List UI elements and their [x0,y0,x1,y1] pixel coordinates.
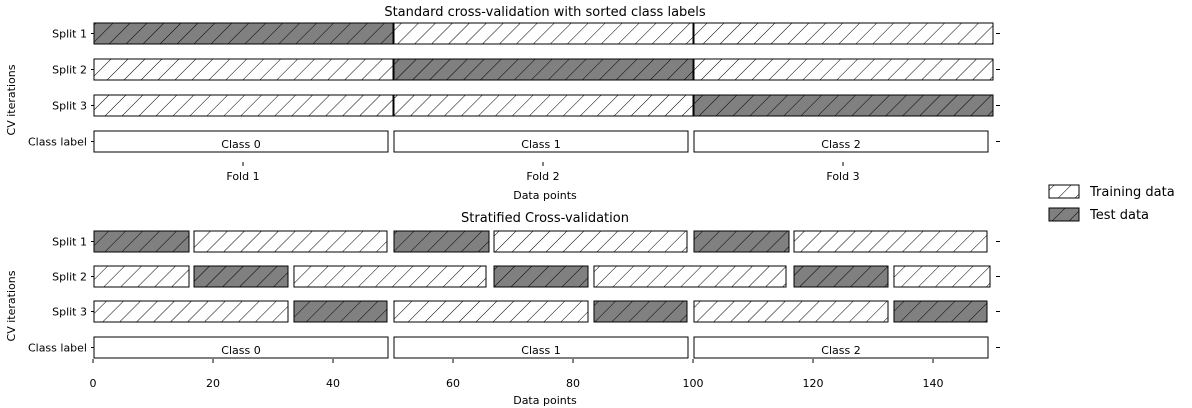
y-axis-label: CV iterations [5,270,18,341]
x-tick-label: Fold 3 [826,170,859,183]
class-bar [693,130,989,153]
row-label: Class label [28,136,87,149]
x-tick-label: 60 [446,377,460,390]
row-label: Split 2 [52,64,87,77]
test-segment-outline [693,94,994,117]
test-segment-outline [593,300,688,323]
chart-title: Standard cross-validation with sorted cl… [384,5,706,20]
test-segment-outline [93,22,394,45]
x-axis-label: Data points [513,189,577,202]
train-segment [693,300,889,323]
train-segment [393,22,694,45]
train-segment [893,265,991,288]
train-segment [93,94,394,117]
test-segment-outline [93,230,190,253]
legend: Training data Test data [1048,184,1175,223]
class-label: Class 0 [221,344,260,357]
x-tick-label: Fold 2 [526,170,559,183]
x-tick-label: 100 [683,377,704,390]
row-label: Split 2 [52,271,87,284]
x-tick-label: 20 [206,377,220,390]
legend-swatch-training [1048,184,1080,199]
train-segment [93,58,394,81]
class-label: Class 1 [521,344,560,357]
train-segment [93,265,190,288]
train-segment [193,230,388,253]
test-segment-outline [393,58,694,81]
train-segment [393,300,589,323]
test-segment-outline [393,230,490,253]
class-bar [393,130,689,153]
chart-panel-stratified-cv: Stratified Cross-validation Class 0 Class… [5,211,1000,407]
row-label: Split 1 [52,28,87,41]
train-segment [393,94,694,117]
test-segment-outline [793,265,889,288]
train-segment [693,22,994,45]
train-segment [693,58,994,81]
chart-title: Stratified Cross-validation [461,211,629,226]
test-segment-outline [193,265,289,288]
x-axis-label: Data points [513,394,577,407]
test-segment-outline [493,265,589,288]
row-label: Class label [28,342,87,355]
x-tick-label: 0 [90,377,97,390]
class-bar [393,336,689,359]
row-label: Split 1 [52,236,87,249]
train-segment [793,230,988,253]
x-tick-label: 140 [923,377,944,390]
test-segment-outline [893,300,988,323]
row-label: Split 3 [52,306,87,319]
legend-label-test: Test data [1089,208,1149,223]
legend-swatch-test-hatch [1049,208,1079,221]
test-segment-outline [293,300,388,323]
x-tick-label: 40 [326,377,340,390]
row-label: Split 3 [52,100,87,113]
y-axis-label: CV iterations [5,64,18,135]
class-label: Class 2 [821,138,860,151]
x-tick-label: 80 [566,377,580,390]
x-tick-label: 120 [803,377,824,390]
chart-panel-standard-cv: Standard cross-validation with sorted cl… [5,5,1000,202]
class-label: Class 0 [221,138,260,151]
class-bar [693,336,989,359]
class-label: Class 1 [521,138,560,151]
x-tick-label: Fold 1 [226,170,259,183]
train-segment [593,265,787,288]
test-segment-outline [693,230,790,253]
train-segment [93,300,289,323]
class-label: Class 2 [821,344,860,357]
legend-label-training: Training data [1089,185,1175,200]
train-segment [293,265,487,288]
train-segment [493,230,688,253]
